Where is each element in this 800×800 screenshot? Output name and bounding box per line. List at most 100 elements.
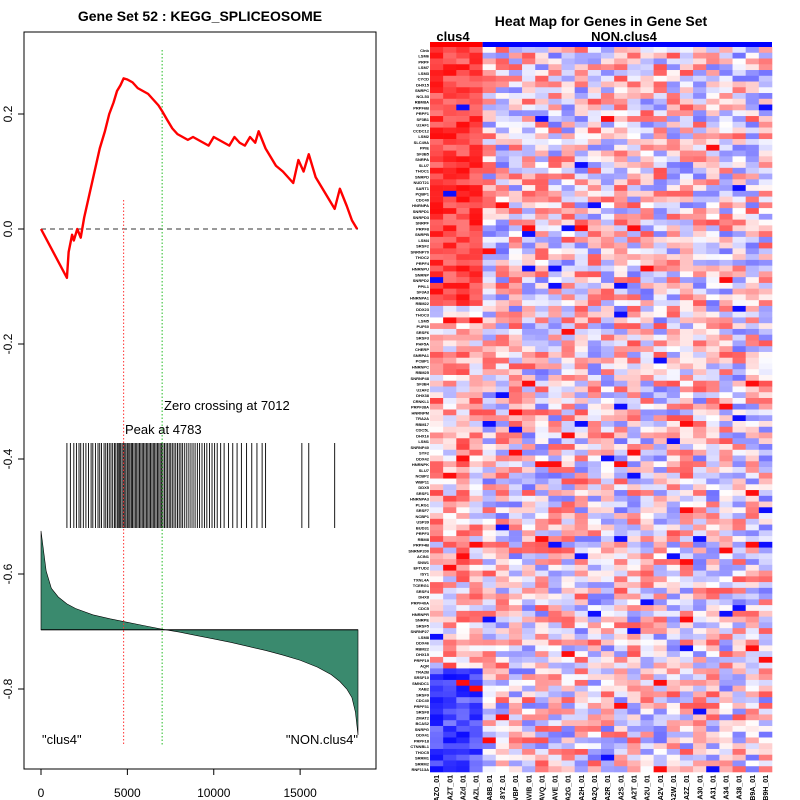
heatmap-cell (719, 576, 733, 583)
heatmap-cell (758, 231, 773, 238)
heatmap-cell (456, 674, 470, 681)
heatmap-cell (732, 685, 746, 692)
heatmap-cell (732, 369, 746, 376)
heatmap-cell (719, 432, 733, 439)
heatmap-cell (430, 559, 444, 566)
heatmap-cell (666, 490, 681, 497)
heatmap-cell (732, 668, 746, 675)
heatmap-cell (587, 714, 602, 721)
heatmap-cell (443, 104, 457, 111)
heatmap-cell (758, 478, 773, 485)
heatmap-cell (627, 52, 641, 59)
heatmap-cell (601, 616, 615, 623)
heatmap-cell (732, 242, 746, 249)
heatmap-cell (745, 513, 760, 520)
y-tick-label: -0.8 (1, 678, 15, 699)
heatmap-cell (469, 116, 483, 123)
heatmap-cell (732, 662, 746, 669)
heatmap-cell (535, 426, 549, 433)
heatmap-cell (535, 93, 549, 100)
heatmap-cell (522, 334, 536, 341)
heatmap-cell (614, 47, 628, 54)
heatmap-cell (679, 524, 694, 531)
heatmap-cell (732, 346, 746, 353)
heatmap-cell (693, 633, 707, 640)
heatmap-cell (482, 708, 497, 715)
heatmap-cell (719, 202, 733, 209)
heatmap-cell (653, 610, 668, 617)
heatmap-cell (640, 576, 654, 583)
heatmap-cell (535, 185, 549, 192)
heatmap-cell (745, 490, 760, 497)
heatmap-cell (443, 524, 457, 531)
heatmap-cell (719, 518, 733, 525)
heatmap-cell (706, 300, 720, 307)
heatmap-cell (469, 374, 483, 382)
heatmap-cell (587, 674, 602, 681)
heatmap-cell (495, 524, 510, 531)
heatmap-cell (653, 346, 668, 353)
heatmap-cell (719, 691, 733, 698)
heatmap-cell (640, 87, 654, 94)
heatmap-cell (587, 691, 602, 698)
gene-label: CCDC12 (413, 128, 430, 133)
heatmap-cell (732, 754, 746, 761)
heatmap-cell (679, 386, 694, 393)
heatmap-cell (535, 248, 549, 255)
heatmap-cell (706, 156, 720, 163)
heatmap-cell (456, 570, 470, 577)
heatmap-cell (456, 334, 470, 341)
heatmap-cell (653, 173, 668, 180)
heatmap-cell (679, 317, 694, 324)
heatmap-cell (679, 311, 694, 318)
gene-label: RBM8A (415, 100, 429, 105)
heatmap-cell (535, 507, 549, 514)
heatmap-cell (548, 265, 562, 272)
heatmap-cell (508, 662, 523, 669)
heatmap-cell (666, 714, 681, 721)
heatmap-cell (495, 559, 510, 566)
heatmap-cell (495, 760, 510, 767)
heatmap-cell (482, 616, 497, 623)
heatmap-cell (430, 75, 444, 82)
heatmap-cell (548, 242, 562, 249)
heatmap-cell (443, 219, 457, 226)
heatmap-cell (732, 351, 746, 359)
heatmap-cell (640, 380, 654, 387)
heatmap-cell (469, 127, 483, 134)
heatmap-cell (561, 242, 575, 249)
heatmap-cell (706, 449, 720, 456)
heatmap-cell (758, 547, 773, 554)
heatmap-cell (693, 242, 707, 249)
heatmap-cell (614, 697, 628, 704)
heatmap-cell (561, 691, 575, 698)
heatmap-cell (430, 570, 444, 577)
heatmap-cell (456, 628, 470, 635)
heatmap-cell (719, 311, 733, 318)
gene-label: SRSF1 (416, 491, 430, 496)
heatmap-cell (758, 271, 773, 278)
heatmap-cell (430, 254, 444, 261)
heatmap-cell (482, 754, 497, 761)
heatmap-cell (508, 501, 523, 508)
heatmap-cell (693, 438, 707, 445)
heatmap-cell (719, 87, 733, 94)
heatmap-cell (482, 363, 497, 370)
enrichment-panel: Gene Set 52 : KEGG_SPLICEOSOME 0.20.0-0.… (1, 8, 377, 800)
heatmap-cell (482, 628, 497, 635)
heatmap-cell (653, 449, 668, 456)
heatmap-cell (535, 236, 549, 243)
heatmap-cell (522, 104, 536, 111)
heatmap-cell (508, 616, 523, 623)
heatmap-cell (443, 121, 457, 128)
heatmap-cell (706, 633, 720, 640)
heatmap-cell (693, 553, 707, 560)
heatmap-cell (627, 748, 641, 756)
heatmap-cell (601, 748, 615, 756)
heatmap-cell (535, 421, 549, 428)
heatmap-cell (758, 467, 773, 474)
heatmap-cell (745, 294, 760, 301)
heatmap-cell (614, 467, 628, 474)
heatmap-cell (495, 323, 510, 330)
heatmap-cell (535, 679, 549, 686)
